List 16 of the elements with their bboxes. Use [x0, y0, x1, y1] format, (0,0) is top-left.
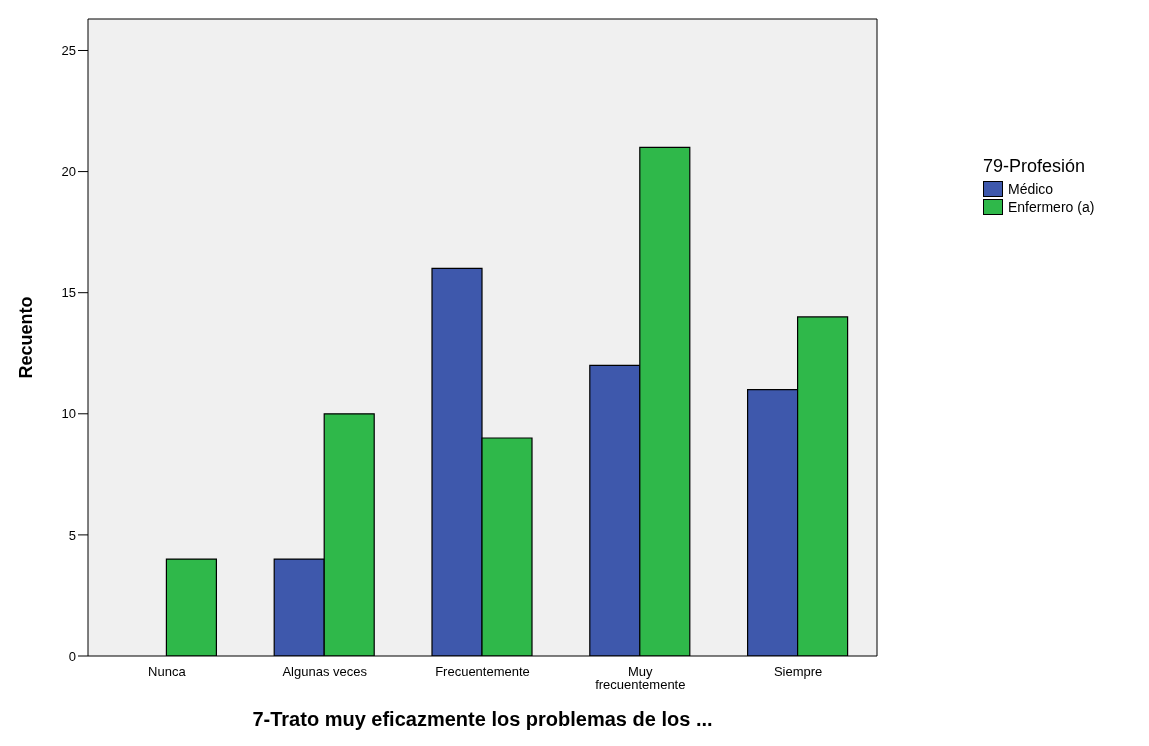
x-tick-label: Muy frecuentemente: [595, 664, 686, 692]
y-axis-title: Recuento: [16, 296, 37, 379]
x-tick-label: Frecuentemente: [435, 664, 530, 679]
y-tick-label: 15: [61, 285, 76, 301]
x-tick-label: Siempre: [773, 664, 823, 679]
y-tick-label: 10: [61, 406, 76, 422]
legend-label: Enfermero (a): [1008, 199, 1095, 215]
legend-title: 79-Profesión: [983, 156, 1087, 177]
x-tick-label: Nunca: [148, 664, 187, 679]
legend-label: Médico: [1008, 181, 1054, 197]
y-tick-label: 20: [61, 164, 76, 180]
x-tick-label: Algunas veces: [282, 664, 368, 679]
y-tick-label: 25: [61, 43, 76, 59]
y-tick-label: 5: [68, 527, 76, 543]
x-axis-title: 7-Trato muy eficazmente los problemas de los ...: [252, 708, 713, 730]
y-tick-label: 0: [68, 648, 76, 664]
